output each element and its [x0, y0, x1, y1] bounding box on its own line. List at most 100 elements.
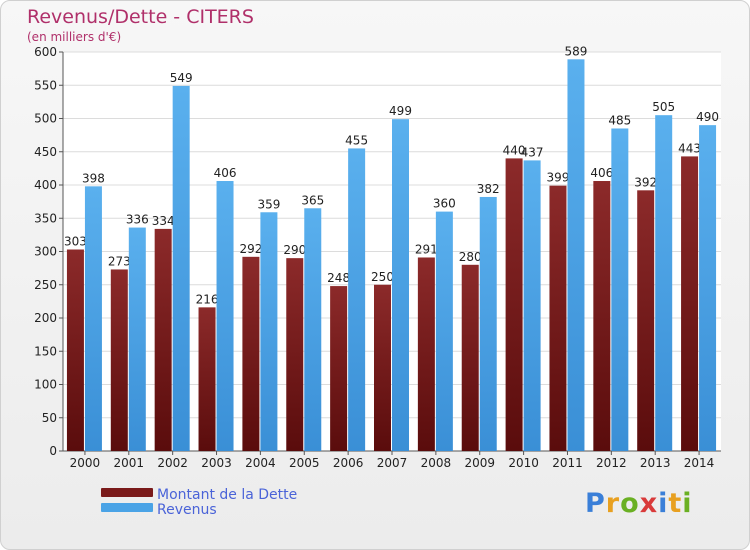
y-tick-label: 450 [34, 145, 57, 159]
bar-revenus [84, 186, 102, 451]
y-tick-label: 550 [34, 78, 57, 92]
bar-revenus [611, 128, 629, 451]
bar-revenus [172, 85, 190, 451]
data-label-dette: 303 [64, 235, 87, 249]
x-tick-label: 2002 [157, 456, 188, 470]
x-tick-label: 2003 [201, 456, 232, 470]
bar-revenus [523, 160, 541, 451]
y-tick-label: 0 [49, 444, 57, 458]
bar-revenus [260, 212, 278, 451]
data-label-revenus: 490 [696, 110, 719, 124]
bar-dette [681, 156, 699, 451]
data-label-dette: 248 [327, 271, 350, 285]
y-tick-label: 100 [34, 378, 57, 392]
data-label-dette: 392 [634, 175, 657, 189]
data-label-dette: 440 [503, 143, 526, 157]
y-tick-label: 400 [34, 178, 57, 192]
data-label-revenus: 398 [82, 171, 105, 185]
data-label-dette: 273 [108, 254, 131, 268]
data-label-dette: 292 [239, 242, 262, 256]
y-tick-label: 50 [42, 411, 57, 425]
logo-letter: r [605, 488, 621, 519]
bar-dette [330, 286, 348, 451]
bar-dette [374, 284, 391, 451]
bar-dette [198, 307, 216, 451]
data-label-revenus: 437 [521, 145, 544, 159]
x-tick-label: 2009 [464, 456, 495, 470]
bar-revenus [699, 125, 717, 452]
y-tick-label: 600 [34, 45, 57, 59]
bar-dette [549, 185, 567, 452]
x-tick-label: 2011 [552, 456, 583, 470]
bar-revenus [348, 148, 366, 452]
data-label-revenus: 360 [433, 197, 456, 211]
data-label-dette: 250 [371, 270, 394, 284]
bar-dette [66, 249, 84, 451]
data-label-dette: 216 [196, 292, 219, 306]
data-label-dette: 334 [152, 214, 175, 228]
bar-dette [417, 257, 435, 451]
logo-letter: i [682, 488, 693, 519]
bar-revenus [567, 59, 585, 451]
bar-dette [505, 158, 523, 451]
bar-revenus [655, 115, 673, 452]
bar-dette [637, 190, 655, 451]
data-label-revenus: 336 [126, 213, 149, 227]
legend-label-dette: Montant de la Dette [157, 487, 298, 503]
legend-swatch-dette [101, 488, 153, 497]
data-label-revenus: 499 [389, 104, 412, 118]
bar-dette [110, 269, 128, 451]
bar-revenus [128, 227, 146, 451]
logo-letter: o [620, 488, 640, 519]
data-label-dette: 290 [283, 243, 306, 257]
data-label-revenus: 359 [257, 197, 280, 211]
data-label-revenus: 589 [565, 44, 588, 58]
data-label-dette: 406 [590, 166, 613, 180]
x-tick-label: 2010 [508, 456, 539, 470]
data-label-revenus: 365 [301, 193, 324, 207]
x-tick-label: 2006 [333, 456, 364, 470]
bar-revenus [304, 208, 322, 451]
logo-letter: x [639, 488, 659, 519]
logo-letter: P [585, 488, 606, 519]
bar-dette [154, 228, 172, 451]
proxiti-logo: Proxiti [585, 488, 693, 519]
bar-dette [242, 256, 260, 451]
x-tick-label: 2014 [684, 456, 715, 470]
legend-swatch-revenus [101, 503, 153, 512]
y-tick-label: 250 [34, 278, 57, 292]
data-label-dette: 291 [415, 242, 438, 256]
legend-label-revenus: Revenus [157, 502, 217, 518]
bar-dette [593, 181, 611, 451]
data-label-revenus: 505 [652, 100, 675, 114]
bar-revenus [435, 211, 453, 451]
data-label-revenus: 455 [345, 133, 368, 147]
logo-letter: i [658, 488, 669, 519]
y-tick-label: 300 [34, 245, 57, 259]
x-tick-label: 2005 [289, 456, 320, 470]
x-tick-label: 2000 [70, 456, 101, 470]
bar-dette [461, 264, 479, 451]
bar-dette [286, 258, 304, 451]
chart-subtitle: (en milliers d'€) [27, 30, 122, 44]
data-label-dette: 443 [678, 141, 701, 155]
chart-title: Revenus/Dette - CITERS [27, 6, 254, 28]
data-label-revenus: 406 [214, 166, 237, 180]
data-label-dette: 280 [459, 250, 482, 264]
y-tick-label: 500 [34, 112, 57, 126]
data-label-revenus: 549 [170, 71, 193, 85]
data-label-revenus: 485 [608, 113, 631, 127]
x-tick-label: 2001 [114, 456, 145, 470]
y-tick-label: 150 [34, 344, 57, 358]
y-tick-label: 350 [34, 211, 57, 225]
bar-revenus [216, 181, 234, 451]
x-tick-label: 2004 [245, 456, 276, 470]
bar-revenus [479, 196, 497, 451]
data-label-dette: 399 [547, 171, 570, 185]
x-tick-label: 2012 [596, 456, 627, 470]
logo-letter: t [668, 488, 683, 519]
x-tick-label: 2007 [377, 456, 408, 470]
x-tick-label: 2013 [640, 456, 671, 470]
